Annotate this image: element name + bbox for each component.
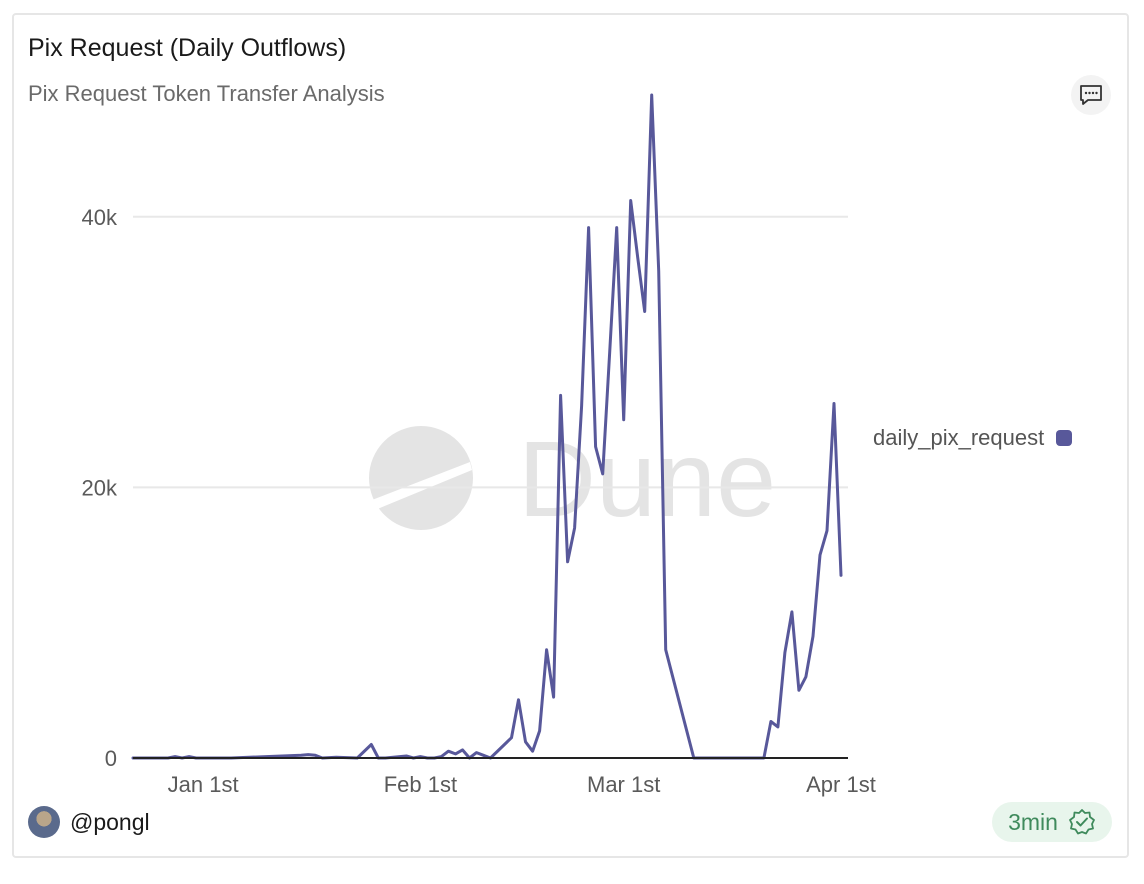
author[interactable]: @pongl: [28, 806, 150, 838]
chart-subtitle: Pix Request Token Transfer Analysis: [28, 81, 385, 106]
dune-logo-icon: [369, 426, 473, 530]
series-line-daily_pix_request: [131, 93, 843, 760]
y-tick-label: 0: [105, 746, 117, 771]
comment-button[interactable]: [1071, 75, 1111, 115]
legend-swatch: [1056, 430, 1073, 446]
refresh-time: 3min: [1008, 808, 1058, 835]
avatar[interactable]: [28, 806, 60, 838]
y-tick-label: 40k: [82, 205, 118, 230]
y-tick-label: 20k: [82, 475, 118, 500]
x-tick-label: Jan 1st: [168, 772, 239, 797]
legend[interactable]: daily_pix_request: [873, 425, 1073, 451]
comment-icon: [1080, 85, 1102, 105]
x-tick-label: Mar 1st: [587, 772, 660, 797]
legend-label: daily_pix_request: [873, 425, 1045, 450]
verified-check-icon: [1069, 809, 1095, 835]
chart-card: [12, 13, 1129, 858]
refresh-badge[interactable]: 3min: [992, 802, 1112, 842]
x-tick-label: Feb 1st: [384, 772, 457, 797]
author-name[interactable]: @pongl: [70, 808, 150, 835]
x-tick-label: Apr 1st: [806, 772, 876, 797]
chart-title: Pix Request (Daily Outflows): [28, 34, 347, 62]
